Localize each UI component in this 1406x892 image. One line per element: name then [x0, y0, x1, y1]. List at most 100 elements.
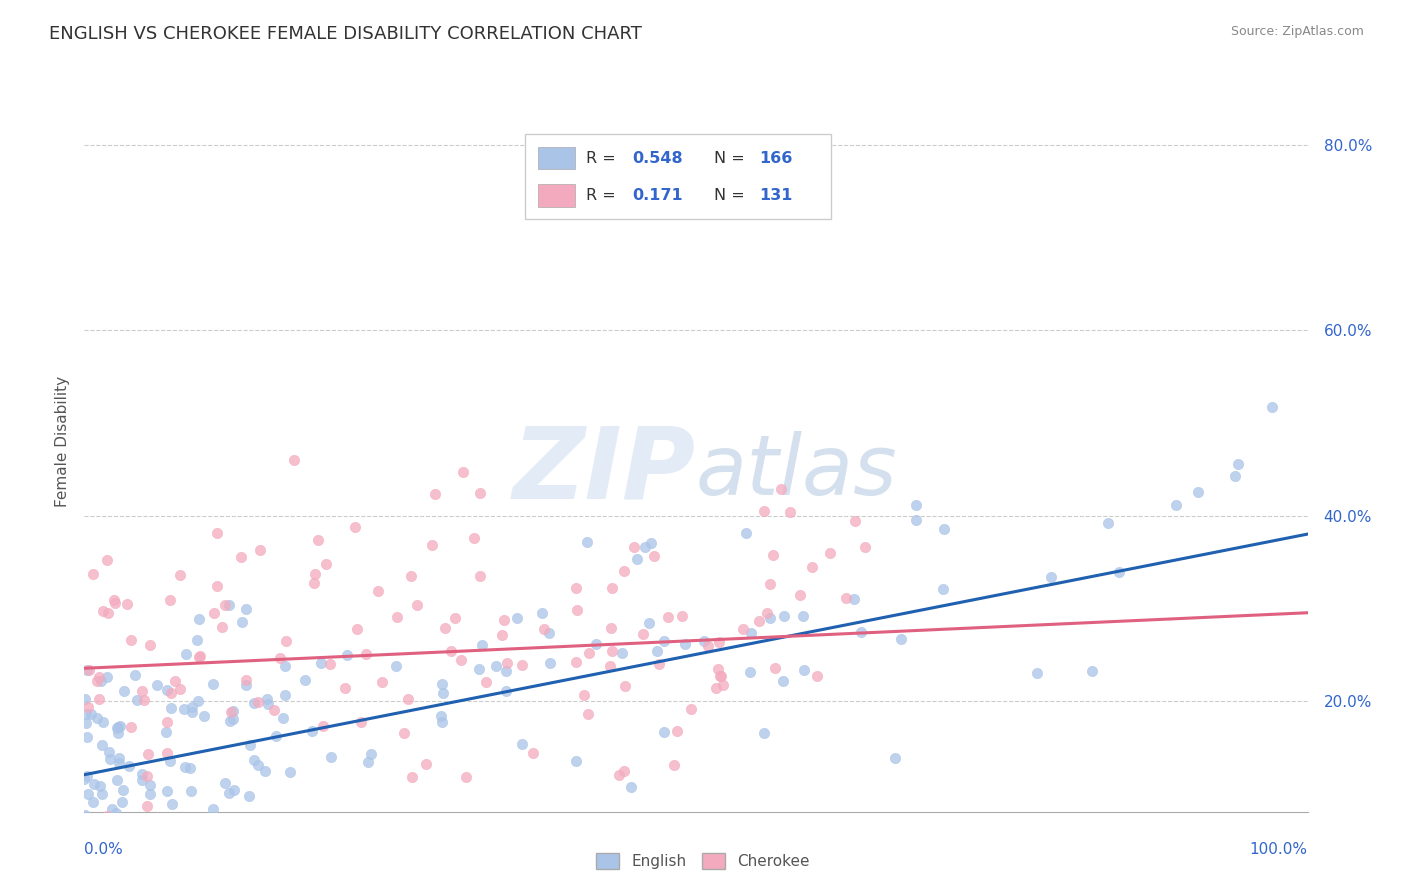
- Point: [734, 525, 756, 540]
- Point: [103, 596, 125, 610]
- Point: [207, 579, 229, 593]
- Point: [187, 650, 209, 665]
- Point: [160, 797, 183, 811]
- Point: [425, 487, 447, 501]
- Point: [367, 584, 389, 599]
- Point: [494, 614, 516, 628]
- Point: [75, 692, 97, 706]
- Point: [193, 708, 215, 723]
- Point: [174, 647, 197, 661]
- Point: [79, 706, 101, 721]
- Point: [704, 681, 727, 695]
- Point: [800, 560, 823, 574]
- Point: [124, 667, 146, 681]
- Point: [772, 673, 794, 688]
- Point: [792, 609, 814, 624]
- Point: [79, 814, 101, 829]
- Legend: English, Cherokee: English, Cherokee: [591, 847, 815, 875]
- Point: [1039, 569, 1062, 583]
- Point: [640, 536, 662, 550]
- Point: [387, 610, 409, 624]
- Point: [657, 609, 679, 624]
- Point: [75, 715, 97, 730]
- Text: ENGLISH VS CHEROKEE FEMALE DISABILITY CORRELATION CHART: ENGLISH VS CHEROKEE FEMALE DISABILITY CO…: [49, 25, 643, 43]
- Point: [844, 592, 866, 607]
- Text: Source: ZipAtlas.com: Source: ZipAtlas.com: [1230, 25, 1364, 38]
- Point: [211, 619, 233, 633]
- Point: [139, 638, 162, 652]
- Point: [763, 661, 786, 675]
- Point: [758, 611, 780, 625]
- Point: [471, 639, 494, 653]
- Point: [538, 656, 561, 670]
- Point: [156, 747, 179, 761]
- FancyBboxPatch shape: [538, 147, 575, 169]
- Point: [180, 784, 202, 798]
- Point: [470, 485, 492, 500]
- Point: [510, 658, 533, 673]
- Point: [274, 658, 297, 673]
- Point: [155, 724, 177, 739]
- Point: [599, 622, 621, 636]
- Point: [98, 752, 121, 766]
- Point: [1225, 469, 1247, 483]
- Text: N =: N =: [714, 151, 751, 166]
- Point: [613, 564, 636, 578]
- Point: [357, 755, 380, 769]
- Point: [219, 705, 242, 719]
- Point: [537, 626, 560, 640]
- Point: [673, 637, 696, 651]
- Point: [76, 769, 98, 783]
- Point: [371, 674, 394, 689]
- Point: [626, 551, 648, 566]
- Point: [235, 673, 257, 688]
- Point: [681, 702, 703, 716]
- Point: [173, 760, 195, 774]
- Point: [82, 795, 104, 809]
- Point: [1026, 665, 1049, 680]
- Point: [884, 751, 907, 765]
- Point: [159, 755, 181, 769]
- Point: [77, 663, 100, 677]
- Text: N =: N =: [714, 188, 751, 203]
- Point: [610, 646, 633, 660]
- FancyBboxPatch shape: [524, 135, 831, 219]
- Point: [103, 832, 125, 847]
- Point: [222, 712, 245, 726]
- Point: [430, 677, 453, 691]
- Point: [87, 832, 110, 847]
- Point: [430, 709, 453, 723]
- Point: [385, 659, 408, 673]
- Point: [254, 764, 277, 779]
- Point: [336, 648, 359, 663]
- Point: [264, 729, 287, 743]
- Point: [652, 724, 675, 739]
- Point: [1097, 516, 1119, 531]
- Point: [155, 683, 177, 698]
- Point: [420, 538, 443, 552]
- Point: [117, 597, 139, 611]
- Point: [238, 789, 260, 803]
- Point: [1166, 499, 1188, 513]
- Point: [631, 627, 654, 641]
- Point: [136, 799, 159, 814]
- Point: [131, 683, 153, 698]
- Point: [90, 738, 112, 752]
- Point: [131, 767, 153, 781]
- Point: [688, 832, 710, 847]
- Point: [666, 723, 689, 738]
- Point: [222, 704, 245, 718]
- Point: [111, 795, 134, 809]
- Point: [132, 693, 155, 707]
- Point: [623, 540, 645, 554]
- Point: [522, 746, 544, 760]
- Point: [890, 632, 912, 647]
- Point: [793, 664, 815, 678]
- Point: [214, 775, 236, 789]
- Point: [613, 764, 636, 778]
- Point: [789, 589, 811, 603]
- Point: [77, 828, 100, 842]
- Point: [214, 598, 236, 612]
- Point: [218, 786, 240, 800]
- Point: [662, 757, 685, 772]
